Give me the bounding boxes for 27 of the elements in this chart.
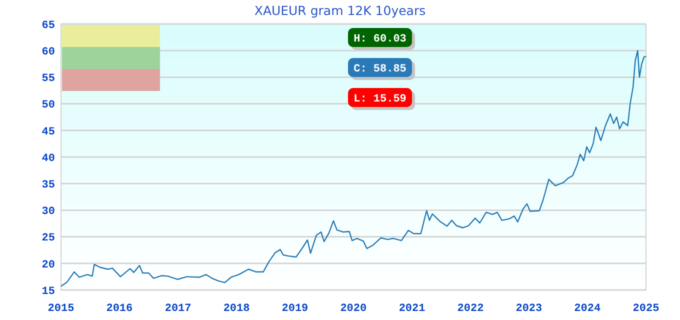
y-tick-label: 55 [42,73,56,86]
x-tick-label: 2015 [48,303,75,315]
y-tick-label: 40 [42,152,55,165]
x-tick-label: 2016 [106,303,133,315]
annotation: H: 60.03 [354,33,407,46]
x-tick-label: 2017 [164,303,192,315]
y-tick-label: 35 [42,179,56,192]
y-tick-label: 20 [42,259,55,272]
x-tick-label: 2022 [457,303,484,315]
x-tick-label: 2023 [516,303,543,315]
y-tick-label: 25 [42,232,56,245]
y-tick-label: 30 [42,206,55,218]
y-tick-label: 45 [42,126,56,138]
x-tick-label: 2019 [282,303,308,315]
chart-title: XAUEUR gram 12K 10years [254,3,426,18]
annotation: L: 15.59 [354,93,406,106]
x-tick-label: 2020 [340,303,367,315]
y-tick-label: 65 [42,20,56,32]
x-tick-label: 2018 [223,303,250,315]
x-tick-label: 2025 [632,303,660,315]
line-series [60,50,647,287]
x-tick-label: 2021 [398,303,426,315]
y-tick-label: 50 [42,100,55,112]
x-tick-label: 2024 [574,303,601,315]
y-tick-label: 60 [42,46,55,58]
y-tick-label: 15 [42,286,56,298]
annotation: C: 58.85 [354,63,407,76]
